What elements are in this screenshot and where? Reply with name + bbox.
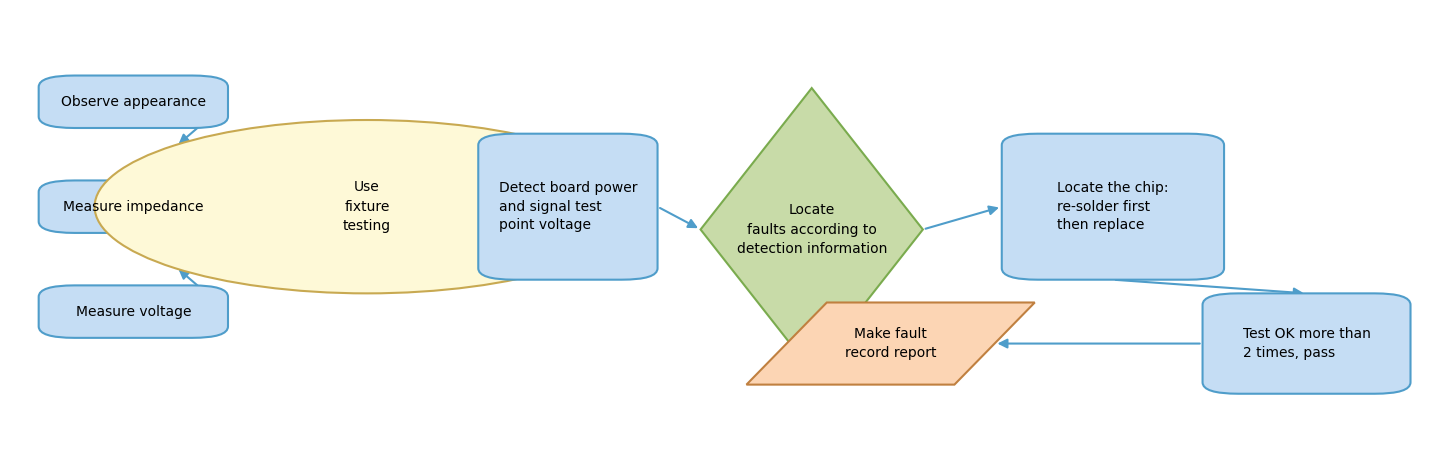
Text: Measure impedance: Measure impedance (63, 200, 204, 214)
Text: Locate
faults according to
detection information: Locate faults according to detection inf… (737, 203, 887, 256)
FancyBboxPatch shape (1002, 134, 1224, 280)
Text: Use
fixture
testing: Use fixture testing (343, 180, 391, 233)
Polygon shape (746, 302, 1035, 385)
FancyBboxPatch shape (1203, 293, 1411, 394)
FancyBboxPatch shape (479, 134, 658, 280)
FancyBboxPatch shape (39, 180, 228, 233)
Circle shape (95, 120, 639, 293)
Text: Observe appearance: Observe appearance (60, 95, 205, 109)
Text: Make fault
record report: Make fault record report (845, 327, 937, 360)
Text: Measure voltage: Measure voltage (76, 305, 191, 319)
Text: Test OK more than
2 times, pass: Test OK more than 2 times, pass (1243, 327, 1371, 360)
Polygon shape (701, 88, 923, 371)
FancyBboxPatch shape (39, 76, 228, 128)
Text: Locate the chip:
re-solder first
then replace: Locate the chip: re-solder first then re… (1058, 181, 1168, 232)
Text: Detect board power
and signal test
point voltage: Detect board power and signal test point… (499, 181, 637, 232)
FancyBboxPatch shape (39, 285, 228, 338)
